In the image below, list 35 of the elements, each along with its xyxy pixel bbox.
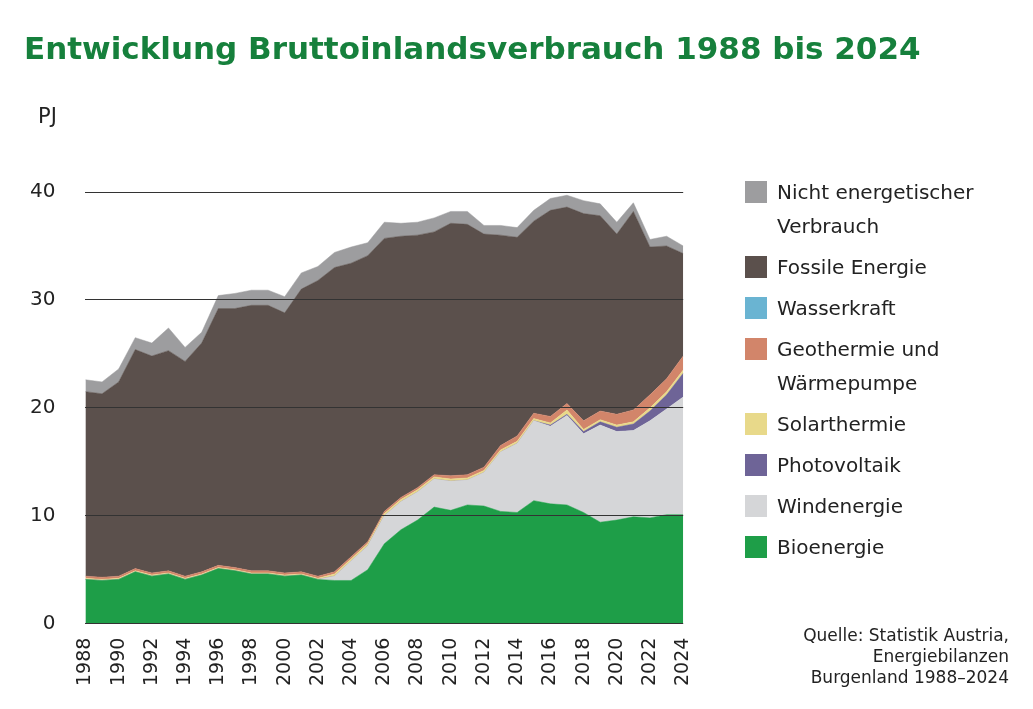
legend-label: Wasserkraft <box>777 295 896 322</box>
legend-label: Nicht energetischer Verbrauch <box>777 179 975 240</box>
legend-label: Geothermie und Wärmepumpe <box>777 336 941 397</box>
x-tick-label: 2000 <box>271 637 294 687</box>
x-tick-label: 2004 <box>338 637 361 687</box>
y-tick-label: 40 <box>30 178 56 203</box>
x-tick-label: 2018 <box>570 637 593 687</box>
legend-label: Solarthermie <box>777 411 907 438</box>
x-tick-label: 1988 <box>72 637 95 687</box>
x-tick-label: 1990 <box>105 637 128 687</box>
x-tick-label: 2024 <box>670 637 693 687</box>
x-tick-label: 2020 <box>603 637 626 687</box>
legend-label: Photovoltaik <box>777 452 901 479</box>
x-tick-label: 1992 <box>138 637 161 687</box>
x-tick-label: 1994 <box>172 637 195 687</box>
x-tick-label: 2012 <box>470 637 493 687</box>
y-tick-label: 0 <box>42 609 56 634</box>
x-tick-label: 2006 <box>371 637 394 687</box>
y-tick-label: 30 <box>30 286 56 311</box>
chart-title: Entwicklung Bruttoinlandsverbrauch 1988 bis 2024 <box>24 30 921 66</box>
x-tick-label: 2022 <box>636 637 659 687</box>
y-axis-title: PJ <box>38 104 57 128</box>
x-tick-label: 2010 <box>437 637 460 687</box>
x-tick-label: 1996 <box>205 637 228 687</box>
x-tick-label: 2008 <box>404 637 427 687</box>
x-tick-label: 2016 <box>537 637 560 687</box>
y-tick-label: 10 <box>30 501 56 526</box>
x-tick-label: 2002 <box>304 637 327 687</box>
legend-label: Windenergie <box>777 493 903 520</box>
source-note: Quelle: Statistik Austria, Energiebilanzen Burgenland 1988–2024 <box>802 625 1009 688</box>
x-tick-label: 1998 <box>238 637 261 687</box>
y-tick-label: 20 <box>30 394 56 419</box>
legend-label: Bioenergie <box>777 534 885 561</box>
legend-label: Fossile Energie <box>777 254 927 281</box>
x-tick-label: 2014 <box>504 637 527 687</box>
